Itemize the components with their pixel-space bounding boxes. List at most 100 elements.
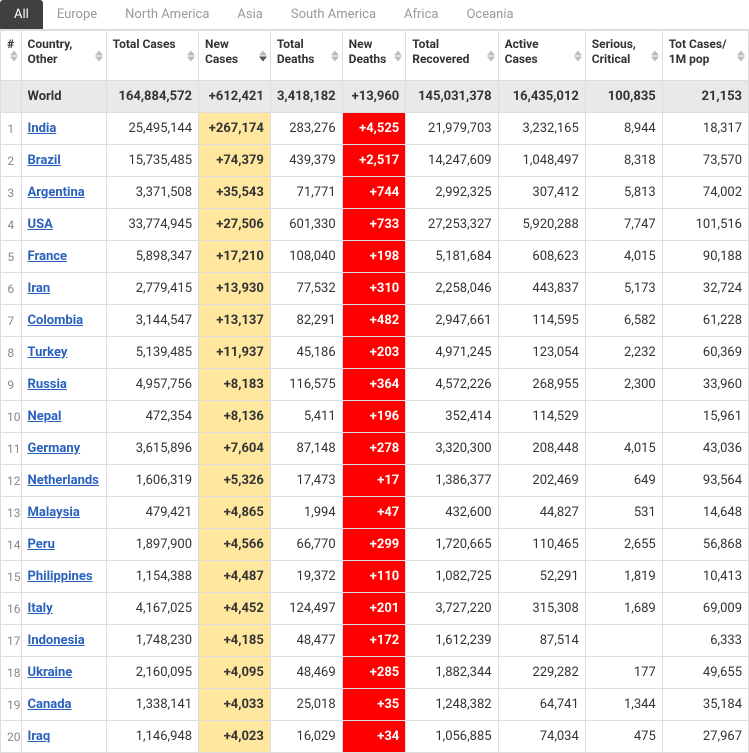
cell-new_cases: +4,865 [199, 497, 271, 529]
covid-table: # Country, Other Total Cases New Cases T… [0, 30, 749, 753]
tab-south-america[interactable]: South America [277, 0, 390, 29]
col-header-per_m[interactable]: Tot Cases/ 1M pop [662, 31, 748, 81]
cell-total_recovered: 3,727,220 [406, 593, 498, 625]
cell-country: Ukraine [21, 657, 106, 689]
cell-new_cases: +612,421 [199, 81, 271, 113]
country-link[interactable]: Nepal [28, 409, 62, 424]
cell-active: 202,469 [498, 465, 585, 497]
col-header-total_deaths[interactable]: Total Deaths [270, 31, 342, 81]
region-tabs: AllEuropeNorth AmericaAsiaSouth AmericaA… [0, 0, 749, 30]
country-link[interactable]: Canada [28, 697, 72, 712]
cell-per_m: 6,333 [662, 625, 748, 657]
cell-total_deaths: 71,771 [270, 177, 342, 209]
col-header-total_cases[interactable]: Total Cases [106, 31, 198, 81]
tab-all[interactable]: All [0, 0, 43, 29]
cell-new_deaths: +285 [342, 657, 406, 689]
cell-total_deaths: 45,186 [270, 337, 342, 369]
table-row: 2Brazil15,735,485+74,379439,379+2,51714,… [1, 145, 749, 177]
cell-new_cases: +11,937 [199, 337, 271, 369]
cell-idx: 7 [1, 305, 22, 337]
cell-total_recovered: 352,414 [406, 401, 498, 433]
table-row: 11Germany3,615,896+7,60487,148+2783,320,… [1, 433, 749, 465]
cell-idx: 15 [1, 561, 22, 593]
country-link[interactable]: Malaysia [28, 505, 80, 520]
cell-total_recovered: 2,992,325 [406, 177, 498, 209]
country-link[interactable]: France [28, 249, 68, 264]
country-link[interactable]: Colombia [28, 313, 84, 328]
cell-idx: 13 [1, 497, 22, 529]
cell-new_cases: +4,452 [199, 593, 271, 625]
country-link[interactable]: Russia [28, 377, 67, 392]
cell-active: 208,448 [498, 433, 585, 465]
tab-africa[interactable]: Africa [390, 0, 452, 29]
cell-total_recovered: 27,253,327 [406, 209, 498, 241]
country-link[interactable]: Peru [28, 537, 55, 552]
col-header-country[interactable]: Country, Other [21, 31, 106, 81]
country-link[interactable]: Iran [28, 281, 51, 296]
cell-serious: 2,300 [585, 369, 662, 401]
cell-new_deaths: +172 [342, 625, 406, 657]
cell-total_recovered: 1,056,885 [406, 721, 498, 753]
country-link[interactable]: Turkey [28, 345, 68, 360]
cell-active: 229,282 [498, 657, 585, 689]
country-link[interactable]: Iraq [28, 729, 51, 744]
country-link[interactable]: Ukraine [28, 665, 73, 680]
cell-new_cases: +4,566 [199, 529, 271, 561]
cell-total_deaths: 1,994 [270, 497, 342, 529]
cell-serious: 6,582 [585, 305, 662, 337]
table-row: 7Colombia3,144,547+13,13782,291+4822,947… [1, 305, 749, 337]
cell-active: 1,048,497 [498, 145, 585, 177]
country-link[interactable]: India [28, 121, 57, 136]
col-header-serious[interactable]: Serious, Critical [585, 31, 662, 81]
sort-icon [651, 50, 659, 61]
cell-total_deaths: 124,497 [270, 593, 342, 625]
cell-active: 64,741 [498, 689, 585, 721]
cell-total_recovered: 1,248,382 [406, 689, 498, 721]
sort-icon [259, 50, 267, 61]
cell-total_recovered: 1,720,665 [406, 529, 498, 561]
tab-europe[interactable]: Europe [43, 0, 111, 29]
country-link[interactable]: Brazil [28, 153, 61, 168]
sort-icon [487, 50, 495, 61]
country-link[interactable]: Argentina [28, 185, 85, 200]
country-link[interactable]: Italy [28, 601, 53, 616]
cell-idx [1, 81, 22, 113]
col-header-label: Total Deaths [277, 37, 326, 67]
table-row: 17Indonesia1,748,230+4,18548,477+1721,61… [1, 625, 749, 657]
cell-active: 608,623 [498, 241, 585, 273]
sort-icon [394, 50, 402, 61]
table-row: 15Philippines1,154,388+4,48719,372+1101,… [1, 561, 749, 593]
table-row: 5France5,898,347+17,210108,040+1985,181,… [1, 241, 749, 273]
table-row: 18Ukraine2,160,095+4,09548,469+2851,882,… [1, 657, 749, 689]
col-header-total_recovered[interactable]: Total Recovered [406, 31, 498, 81]
cell-total_deaths: 116,575 [270, 369, 342, 401]
tab-asia[interactable]: Asia [223, 0, 276, 29]
cell-total_cases: 3,371,508 [106, 177, 198, 209]
cell-total_recovered: 432,600 [406, 497, 498, 529]
cell-active: 268,955 [498, 369, 585, 401]
col-header-label: New Cases [205, 37, 254, 67]
country-link[interactable]: Netherlands [28, 473, 99, 488]
tab-oceania[interactable]: Oceania [452, 0, 527, 29]
cell-new_cases: +8,136 [199, 401, 271, 433]
table-header-row: # Country, Other Total Cases New Cases T… [1, 31, 749, 81]
cell-new_deaths: +310 [342, 273, 406, 305]
cell-new_cases: +7,604 [199, 433, 271, 465]
country-link[interactable]: Philippines [28, 569, 93, 584]
col-header-new_deaths[interactable]: New Deaths [342, 31, 406, 81]
col-header-new_cases[interactable]: New Cases [199, 31, 271, 81]
cell-total_recovered: 1,386,377 [406, 465, 498, 497]
country-link[interactable]: USA [28, 217, 53, 232]
col-header-active[interactable]: Active Cases [498, 31, 585, 81]
cell-idx: 20 [1, 721, 22, 753]
cell-new_cases: +8,183 [199, 369, 271, 401]
tab-north-america[interactable]: North America [111, 0, 223, 29]
cell-new_deaths: +744 [342, 177, 406, 209]
cell-idx: 6 [1, 273, 22, 305]
cell-total_cases: 1,338,141 [106, 689, 198, 721]
sort-icon [187, 50, 195, 61]
country-link[interactable]: Germany [28, 441, 81, 456]
col-header-idx[interactable]: # [1, 31, 22, 81]
cell-serious: 531 [585, 497, 662, 529]
country-link[interactable]: Indonesia [28, 633, 85, 648]
